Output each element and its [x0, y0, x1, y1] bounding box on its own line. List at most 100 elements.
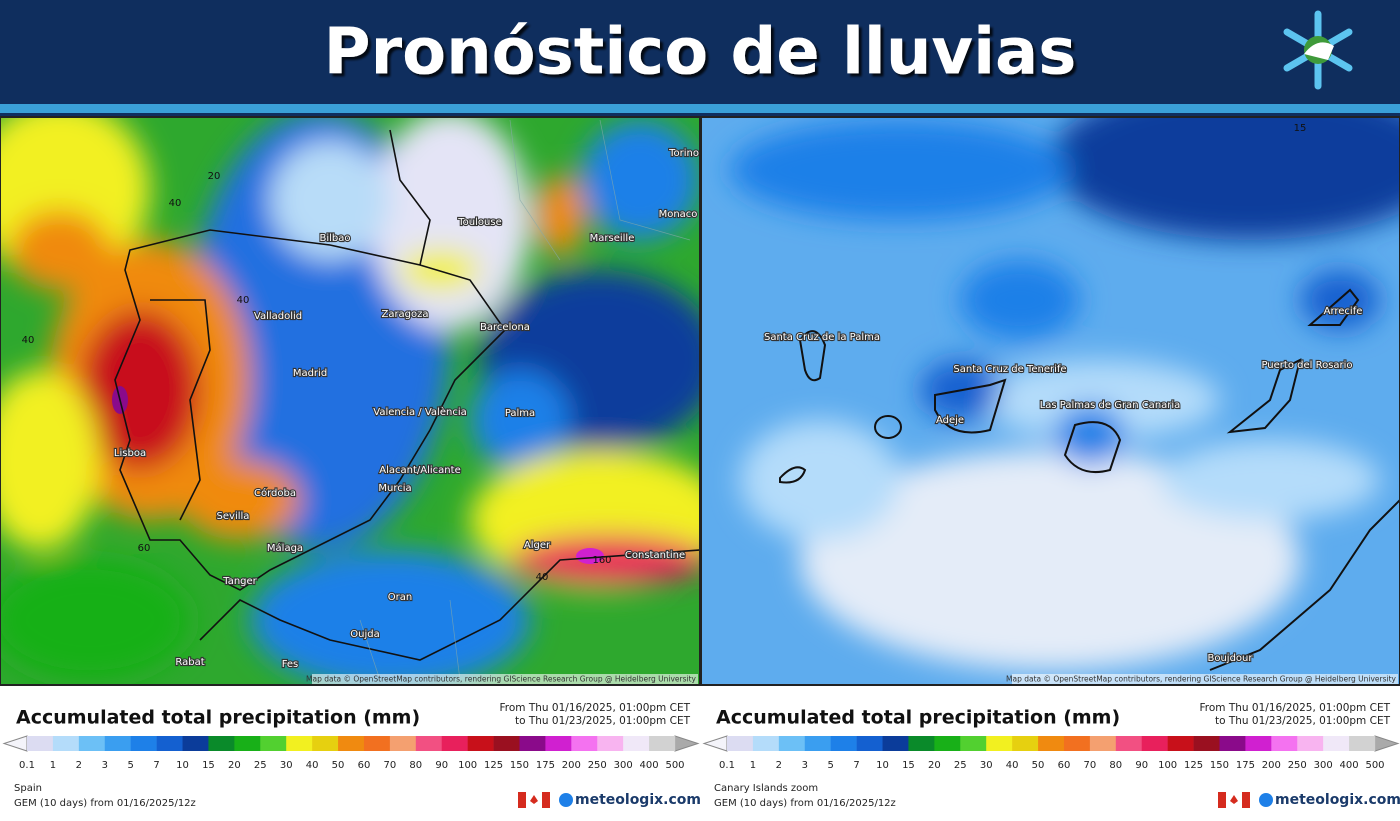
- scale-label: 3: [802, 760, 808, 771]
- contour-label: 40: [237, 295, 250, 306]
- place-label: Oran: [388, 592, 412, 603]
- scale-label: 70: [384, 760, 397, 771]
- scale-cell: [1167, 736, 1194, 751]
- legend-title: Accumulated total precipitation (mm): [716, 707, 1120, 729]
- scale-cell: [1063, 736, 1091, 751]
- scale-label: 60: [358, 760, 371, 771]
- scale-label: 150: [510, 760, 529, 771]
- scale-arrow-high: [1374, 735, 1400, 752]
- scale-cell: [1012, 736, 1039, 751]
- contour-label: 40: [169, 198, 182, 209]
- scale-label: 50: [332, 760, 345, 771]
- place-label: Rabat: [175, 657, 204, 668]
- scale-label: 80: [1109, 760, 1122, 771]
- map-spain: Bilbao Toulouse Marseille Monaco Torino Valla…: [0, 117, 699, 685]
- scale-label: 7: [853, 760, 859, 771]
- brand-name: meteologix.com: [575, 792, 701, 808]
- scale-label: 20: [228, 760, 241, 771]
- scale-label: 40: [306, 760, 319, 771]
- scale-arrow-low: [702, 735, 728, 752]
- place-label: Santa Cruz de la Palma: [764, 332, 880, 343]
- place-label: Zaragoza: [381, 309, 428, 320]
- place-label: Santa Cruz de Tenerife: [953, 364, 1066, 375]
- scale-label: 0.1: [719, 760, 735, 771]
- scale-arrow-low: [2, 735, 28, 752]
- place-label: Las Palmas de Gran Canaria: [1040, 400, 1181, 411]
- scale-cell: [727, 736, 754, 751]
- scale-label: 30: [980, 760, 993, 771]
- place-label: Valladolid: [254, 311, 302, 322]
- scale-label: 90: [1135, 760, 1148, 771]
- scale-label: 25: [954, 760, 967, 771]
- place-label: Madrid: [293, 368, 327, 379]
- scale-label: 10: [176, 760, 189, 771]
- place-label: Toulouse: [457, 217, 501, 228]
- contour-label: 40: [536, 572, 549, 583]
- scale-label: 125: [1184, 760, 1203, 771]
- brand-icon: [1259, 793, 1273, 807]
- scale-label: 1: [50, 760, 56, 771]
- place-label: Valencia / València: [373, 406, 466, 418]
- scale-label: 125: [484, 760, 503, 771]
- place-label: Alacant/Alicante: [379, 465, 460, 476]
- scale-cell: [260, 736, 287, 751]
- place-label: Sevilla: [217, 511, 250, 522]
- place-label: Alger: [524, 540, 551, 551]
- scale-cell: [441, 736, 468, 751]
- scale-label: 250: [1288, 760, 1307, 771]
- scale-cell: [752, 736, 780, 751]
- scale-label: 7: [153, 760, 159, 771]
- scale-label: 80: [409, 760, 422, 771]
- scale-label: 10: [876, 760, 889, 771]
- scale-label: 2: [776, 760, 782, 771]
- place-label: Constantine: [625, 550, 685, 561]
- scale-cell: [1141, 736, 1168, 751]
- scale-label: 2: [76, 760, 82, 771]
- scale-cell: [1038, 736, 1065, 751]
- place-label: Tanger: [222, 576, 257, 587]
- scale-label: 5: [827, 760, 833, 771]
- scale-cell: [208, 736, 235, 751]
- scale-label: 100: [1158, 760, 1177, 771]
- scale-cell: [804, 736, 831, 751]
- scale-cell: [1323, 736, 1350, 751]
- scale-cell: [415, 736, 443, 751]
- flag-leaf: [530, 795, 538, 804]
- scale-label: 70: [1084, 760, 1097, 771]
- place-label: Marseille: [590, 233, 635, 244]
- scale-cell: [493, 736, 520, 751]
- scale-cell: [830, 736, 857, 751]
- legend-title: Accumulated total precipitation (mm): [16, 707, 420, 729]
- scale-label: 1: [750, 760, 756, 771]
- scale-cell: [545, 736, 572, 751]
- place-label: Arrecife: [1324, 306, 1363, 317]
- place-label: Monaco: [659, 209, 698, 220]
- scale-label: 150: [1210, 760, 1229, 771]
- place-label: Barcelona: [480, 322, 530, 333]
- flag-red-left: [518, 792, 526, 808]
- scale-cell: [78, 736, 106, 751]
- logo-icon: [1283, 10, 1353, 90]
- place-label: Lisboa: [114, 448, 146, 459]
- place-label: Puerto del Rosario: [1261, 360, 1352, 371]
- scale-label: 200: [1262, 760, 1281, 771]
- legend-from: From Thu 01/16/2025, 01:00pm CET: [500, 702, 691, 714]
- legend-region: Canary Islands zoom: [714, 783, 818, 794]
- header-bar: [0, 0, 1400, 104]
- scale-cell: [986, 736, 1013, 751]
- scale-cell: [286, 736, 313, 751]
- brand-icon: [559, 793, 573, 807]
- place-label: Torino: [668, 148, 699, 159]
- scale-cell: [156, 736, 183, 751]
- scale-cell: [934, 736, 961, 751]
- scale-cell: [1115, 736, 1143, 751]
- scale-cell: [104, 736, 131, 751]
- scale-label: 20: [928, 760, 941, 771]
- scale-cell: [571, 736, 598, 751]
- map-canary: Santa Cruz de la Palma Santa Cruz de Tene…: [702, 117, 1400, 685]
- scale-label: 30: [280, 760, 293, 771]
- scale-label: 250: [588, 760, 607, 771]
- contour-label: 40: [22, 335, 35, 346]
- flag-red-right: [1242, 792, 1250, 808]
